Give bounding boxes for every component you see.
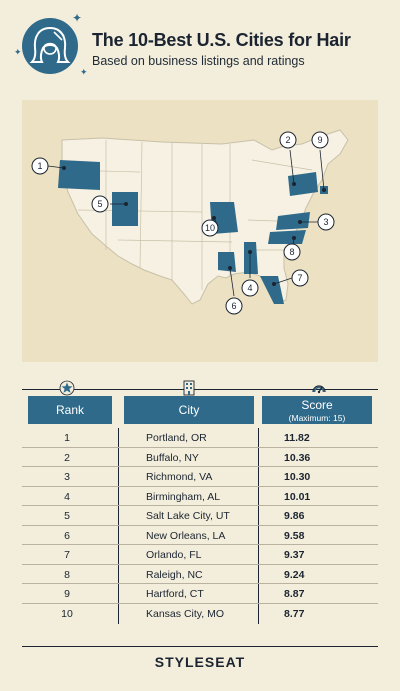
state-al — [244, 242, 258, 274]
rank-cell: 6 — [64, 529, 70, 542]
map-marker — [225, 297, 243, 315]
rank-cell: 4 — [64, 490, 70, 503]
city-cell: Kansas City, MO — [146, 607, 224, 620]
column-header-score: Score (Maximum: 15) — [262, 396, 372, 424]
table-row: 7 Orlando, FL 9.37 — [22, 545, 378, 565]
table-row: 5 Salt Lake City, UT 9.86 — [22, 506, 378, 526]
score-cell: 9.58 — [284, 529, 305, 542]
rank-cell: 10 — [61, 607, 73, 620]
woman-hair-icon — [22, 18, 78, 74]
rank-cell: 5 — [64, 510, 70, 522]
score-cell: 8.77 — [284, 607, 305, 620]
state-ny — [288, 172, 318, 196]
map-marker — [283, 243, 301, 261]
page-title: The 10-Best U.S. Cities for Hair — [92, 30, 351, 50]
table-row: 6 New Orleans, LA 9.58 — [22, 526, 378, 545]
rank-cell: 9 — [64, 588, 70, 600]
map-marker — [241, 279, 259, 297]
score-cell: 10.36 — [284, 451, 311, 464]
rank-cell: 2 — [64, 451, 70, 464]
city-cell: Raleigh, NC — [146, 568, 203, 581]
score-cell: 9.86 — [284, 510, 305, 522]
city-cell: New Orleans, LA — [146, 529, 226, 542]
us-map: 1 2 3 4 5 6 7 8 9 10 — [22, 100, 378, 362]
building-icon — [183, 380, 195, 396]
column-divider — [118, 428, 119, 624]
city-cell: Richmond, VA — [146, 471, 213, 483]
column-header-label: City — [178, 403, 200, 417]
score-cell: 10.01 — [284, 490, 311, 503]
map-marker-label: 10 — [205, 223, 215, 233]
rank-cell: 3 — [64, 471, 70, 483]
map-marker-label: 9 — [317, 135, 322, 145]
state-or — [58, 160, 100, 190]
table-row: 4 Birmingham, AL 10.01 — [22, 487, 378, 506]
map-marker — [201, 219, 219, 237]
map-marker-label: 7 — [297, 273, 302, 283]
table-row: 10 Kansas City, MO 8.77 — [22, 604, 378, 624]
state-la — [218, 252, 236, 272]
table-body: 1 Portland, OR 11.82 2 Buffalo, NY 10.36… — [22, 428, 378, 623]
header: ✦ ✦ ✦ The 10-Best U.S. Cities for Hair B… — [14, 11, 382, 78]
city-cell: Birmingham, AL — [146, 490, 221, 503]
table-row: 2 Buffalo, NY 10.36 — [22, 448, 378, 467]
city-cell: Portland, OR — [146, 432, 207, 444]
state-va — [276, 212, 310, 230]
rank-cell: 7 — [64, 549, 70, 561]
map-marker — [91, 195, 109, 213]
column-header-city: City — [124, 396, 254, 424]
page-subtitle: Based on business listings and ratings — [92, 54, 305, 68]
sparkle-icon: ✦ — [72, 11, 83, 25]
gauge-icon — [312, 385, 326, 394]
map-marker-label: 8 — [289, 247, 294, 257]
map-marker-label: 4 — [247, 283, 252, 293]
map-marker-label: 1 — [37, 161, 42, 171]
sparkle-icon: ✦ — [80, 67, 88, 77]
city-cell: Buffalo, NY — [146, 451, 199, 464]
column-divider — [258, 428, 259, 624]
city-cell: Salt Lake City, UT — [146, 510, 230, 522]
state-nc — [268, 230, 306, 244]
map-marker-label: 6 — [231, 301, 236, 311]
sparkle-icon: ✦ — [14, 47, 22, 57]
score-cell: 11.82 — [284, 432, 310, 444]
map-marker — [317, 213, 335, 231]
map-marker-label: 2 — [285, 135, 290, 145]
star-icon — [59, 380, 75, 396]
column-header-label: Score — [301, 397, 333, 412]
score-cell: 9.24 — [284, 568, 305, 581]
rank-cell: 8 — [64, 568, 70, 581]
table-row: 9 Hartford, CT 8.87 — [22, 584, 378, 604]
table-row: 1 Portland, OR 11.82 — [22, 428, 378, 448]
score-cell: 10.30 — [284, 471, 311, 483]
city-cell: Orlando, FL — [146, 549, 202, 561]
table-row: 8 Raleigh, NC 9.24 — [22, 565, 378, 584]
column-header-label: Rank — [55, 403, 84, 417]
table-divider — [22, 389, 378, 390]
map-marker — [311, 131, 329, 149]
state-ut — [112, 192, 138, 226]
city-cell: Hartford, CT — [146, 588, 204, 600]
score-cell: 9.37 — [284, 549, 305, 561]
table-row: 3 Richmond, VA 10.30 — [22, 467, 378, 487]
score-max-note: (Maximum: 15) — [288, 412, 346, 423]
footer-divider — [22, 646, 378, 647]
map-marker-label: 5 — [97, 199, 102, 209]
ranking-table: Rank City Score (Maximum: 15) 1 Portland… — [22, 380, 378, 630]
map-marker — [31, 157, 49, 175]
map-marker — [279, 131, 297, 149]
score-cell: 8.87 — [284, 588, 305, 600]
map-marker — [291, 269, 309, 287]
rank-cell: 1 — [64, 432, 70, 444]
map-marker-label: 3 — [323, 217, 328, 227]
brand-logo: STYLESEAT — [154, 654, 246, 670]
column-header-rank: Rank — [28, 396, 112, 424]
